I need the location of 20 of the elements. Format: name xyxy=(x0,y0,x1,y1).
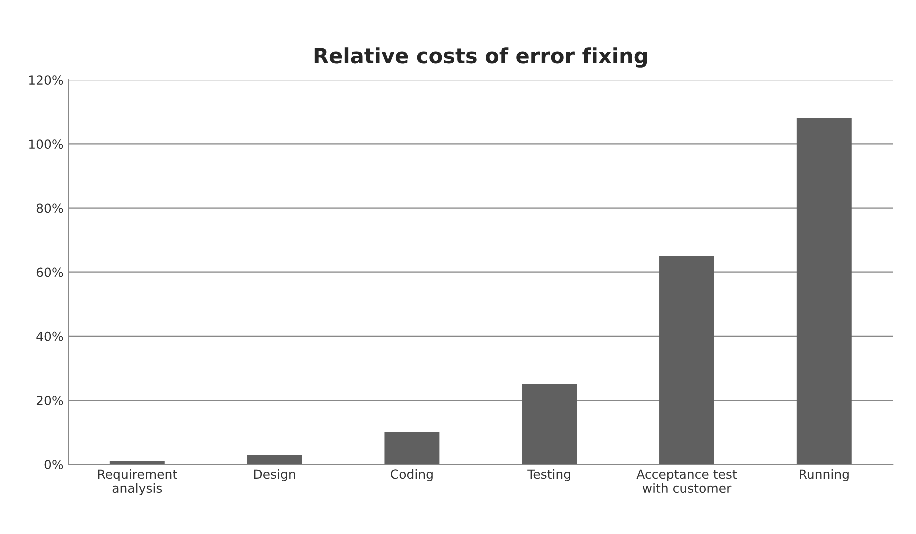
y-tick-label: 20% xyxy=(36,396,64,406)
x-tick-label: Design xyxy=(254,469,296,482)
bar xyxy=(522,384,578,465)
y-tick-label: 80% xyxy=(36,204,64,214)
y-tick-label: 0% xyxy=(44,460,64,470)
y-tick-label: 60% xyxy=(36,268,64,278)
x-tick-label: Testing xyxy=(528,469,570,482)
y-tick-label: 120% xyxy=(29,76,64,86)
y-tick-label: 100% xyxy=(29,140,64,150)
y-tick-label: 40% xyxy=(36,332,64,342)
bar xyxy=(110,461,165,465)
bar xyxy=(660,256,714,465)
x-tick-label: Requirement analysis xyxy=(98,469,178,496)
bar xyxy=(384,432,440,465)
bar xyxy=(247,454,302,465)
chart-title: Relative costs of error fixing xyxy=(314,48,648,68)
x-tick-label: Running xyxy=(800,469,849,482)
x-tick-label: Acceptance test with customer xyxy=(636,470,738,494)
x-tick-label: Coding xyxy=(391,469,433,482)
bar xyxy=(796,118,852,465)
